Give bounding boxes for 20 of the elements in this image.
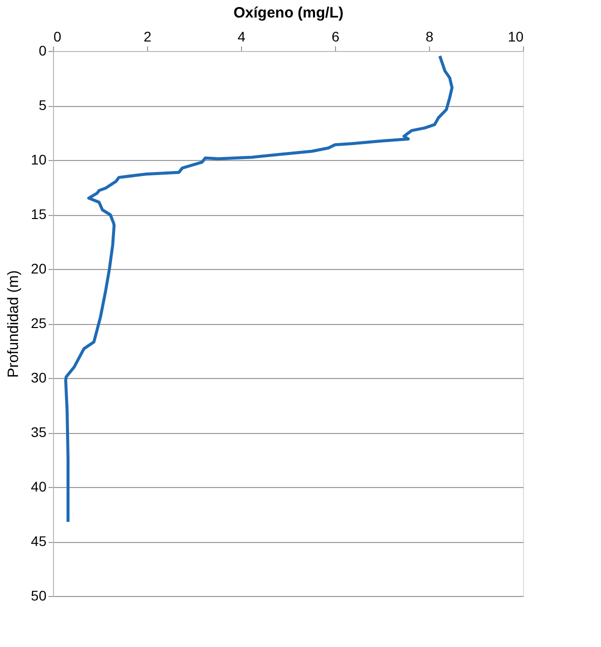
line-series (64, 54, 454, 524)
y-tick-label: 15 (30, 206, 47, 222)
x-tick-label: 4 (238, 28, 246, 44)
y-tick-label: 25 (30, 315, 47, 331)
y-tick-label: 50 (30, 588, 47, 604)
y-tick-label: 40 (30, 478, 47, 494)
y-tick-label: 10 (30, 152, 47, 168)
y-tick-label: 5 (38, 97, 47, 113)
y-tick-label: 35 (30, 424, 47, 440)
x-tick-label: 0 (54, 28, 62, 44)
y-axis-title: Profundidad (m) (4, 270, 22, 378)
x-tick-label: 8 (426, 28, 434, 44)
y-tick-label: 45 (30, 533, 47, 549)
x-tick-label: 2 (144, 28, 152, 44)
y-tick-label: 20 (30, 260, 47, 276)
x-axis-title: Oxígeno (mg/L) (234, 4, 344, 22)
y-tick-label: 30 (30, 370, 47, 386)
x-tick-label: 6 (332, 28, 340, 44)
x-tick-label: 10 (508, 28, 524, 44)
y-tick-label: 0 (38, 42, 47, 58)
